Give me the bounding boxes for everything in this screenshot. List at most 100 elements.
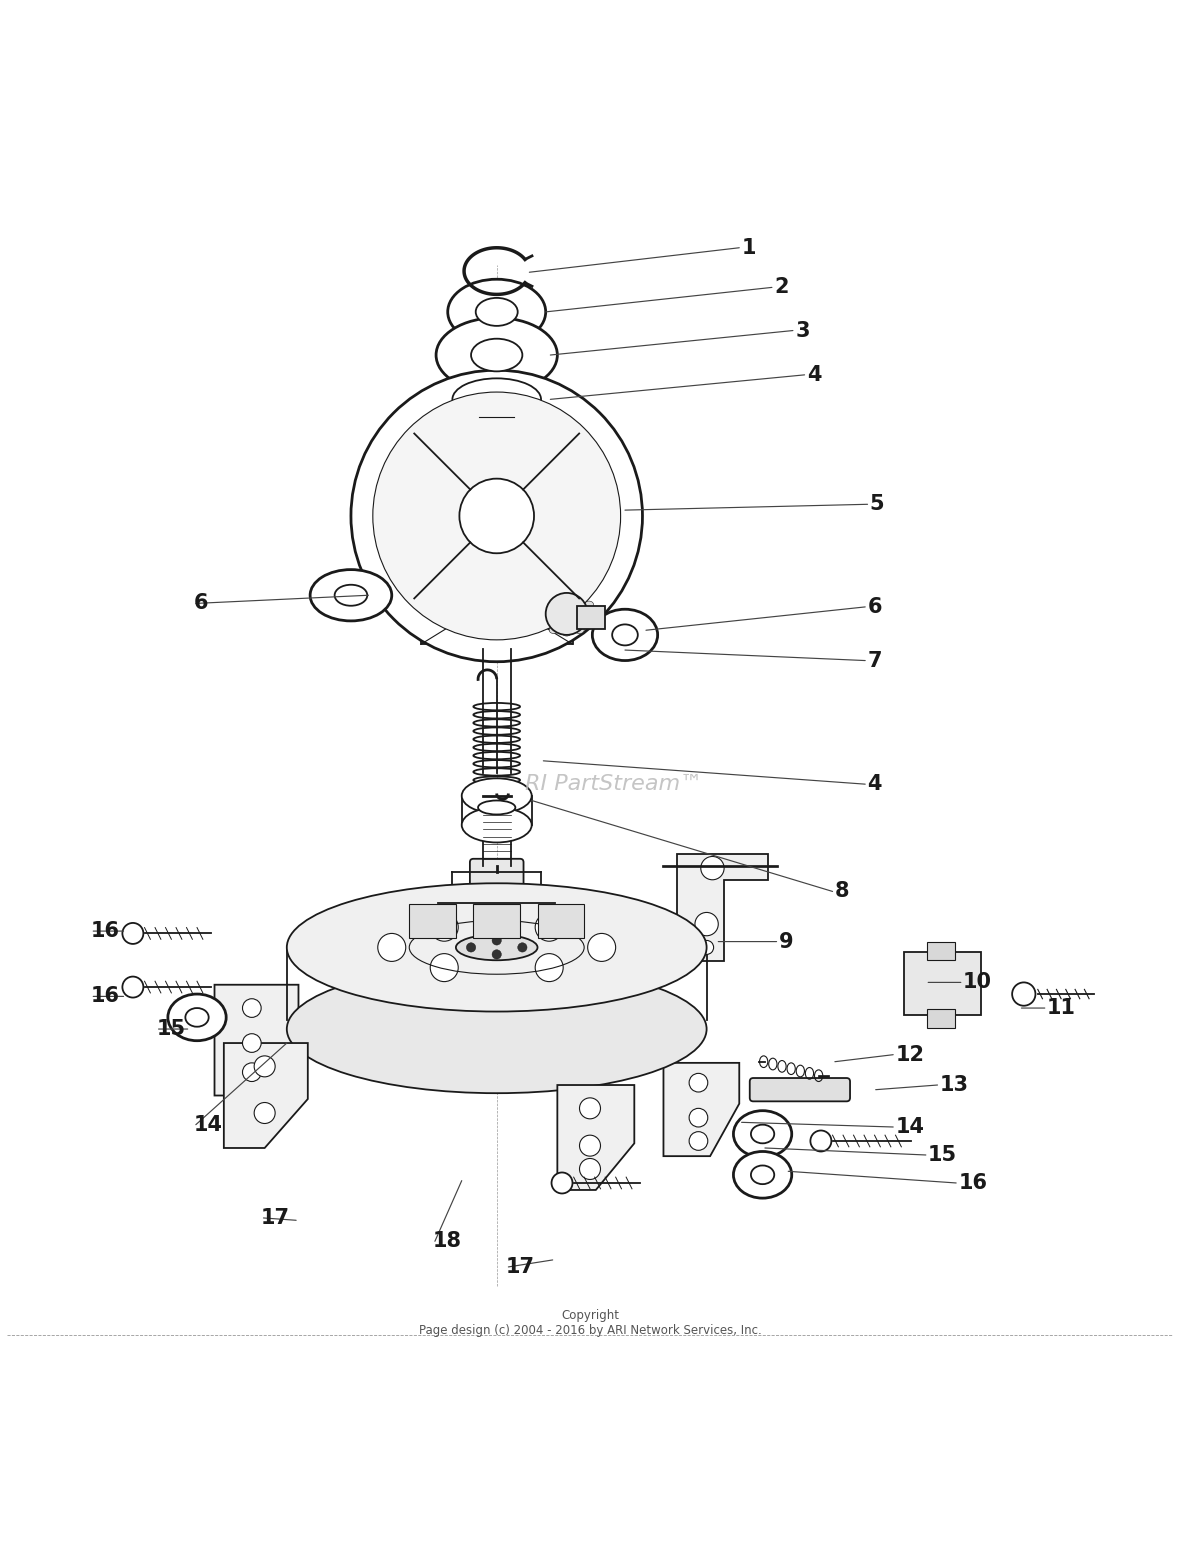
Ellipse shape bbox=[452, 414, 540, 456]
Ellipse shape bbox=[588, 610, 597, 618]
Ellipse shape bbox=[452, 379, 540, 420]
Ellipse shape bbox=[287, 966, 707, 1094]
Ellipse shape bbox=[335, 584, 367, 606]
Text: 14: 14 bbox=[194, 1114, 223, 1134]
FancyBboxPatch shape bbox=[409, 904, 455, 938]
Polygon shape bbox=[663, 1063, 739, 1156]
Circle shape bbox=[373, 392, 621, 640]
Ellipse shape bbox=[750, 1165, 774, 1183]
Text: 11: 11 bbox=[1047, 998, 1076, 1018]
Ellipse shape bbox=[584, 620, 594, 627]
Text: 14: 14 bbox=[896, 1117, 924, 1137]
Text: RI PartStream™: RI PartStream™ bbox=[525, 774, 702, 794]
Circle shape bbox=[579, 1136, 601, 1156]
Circle shape bbox=[700, 941, 714, 955]
Circle shape bbox=[466, 942, 476, 952]
Ellipse shape bbox=[734, 1111, 792, 1157]
Circle shape bbox=[689, 1108, 708, 1126]
Ellipse shape bbox=[478, 800, 516, 814]
Text: 17: 17 bbox=[261, 1208, 290, 1228]
FancyBboxPatch shape bbox=[577, 606, 605, 629]
Circle shape bbox=[689, 1131, 708, 1151]
Text: 7: 7 bbox=[867, 650, 881, 671]
Ellipse shape bbox=[575, 627, 584, 633]
Ellipse shape bbox=[612, 624, 638, 646]
Text: 6: 6 bbox=[194, 593, 208, 613]
Text: 15: 15 bbox=[929, 1145, 957, 1165]
Ellipse shape bbox=[471, 338, 523, 371]
Text: 17: 17 bbox=[506, 1258, 535, 1276]
Ellipse shape bbox=[549, 627, 558, 633]
Polygon shape bbox=[224, 1043, 308, 1148]
FancyBboxPatch shape bbox=[904, 952, 981, 1015]
Circle shape bbox=[536, 913, 563, 941]
Text: 10: 10 bbox=[963, 972, 992, 992]
FancyBboxPatch shape bbox=[421, 552, 572, 644]
Ellipse shape bbox=[549, 595, 558, 601]
Circle shape bbox=[431, 953, 458, 981]
Polygon shape bbox=[677, 854, 768, 961]
Circle shape bbox=[254, 1103, 275, 1123]
Circle shape bbox=[492, 936, 502, 946]
Ellipse shape bbox=[584, 601, 594, 609]
Text: 16: 16 bbox=[91, 986, 120, 1006]
FancyBboxPatch shape bbox=[538, 904, 584, 938]
Text: 16: 16 bbox=[91, 921, 120, 941]
Ellipse shape bbox=[461, 779, 532, 813]
FancyBboxPatch shape bbox=[470, 859, 524, 895]
Circle shape bbox=[536, 953, 563, 981]
Circle shape bbox=[492, 950, 502, 959]
Text: 6: 6 bbox=[867, 596, 881, 616]
Text: 1: 1 bbox=[741, 238, 756, 258]
Ellipse shape bbox=[750, 1125, 774, 1143]
Ellipse shape bbox=[168, 993, 227, 1041]
Ellipse shape bbox=[734, 1151, 792, 1197]
FancyBboxPatch shape bbox=[927, 941, 955, 961]
Text: 4: 4 bbox=[867, 774, 881, 794]
Circle shape bbox=[689, 1074, 708, 1092]
Ellipse shape bbox=[592, 609, 657, 661]
Ellipse shape bbox=[310, 570, 392, 621]
Text: 4: 4 bbox=[807, 365, 821, 385]
Ellipse shape bbox=[562, 629, 571, 637]
Circle shape bbox=[378, 933, 406, 961]
Circle shape bbox=[551, 1173, 572, 1193]
Ellipse shape bbox=[539, 620, 549, 627]
Text: 18: 18 bbox=[433, 1231, 461, 1251]
Ellipse shape bbox=[476, 298, 518, 326]
Text: 9: 9 bbox=[779, 932, 793, 952]
Circle shape bbox=[1012, 983, 1036, 1006]
Ellipse shape bbox=[447, 280, 545, 345]
Circle shape bbox=[811, 1131, 832, 1151]
Ellipse shape bbox=[455, 935, 538, 961]
Ellipse shape bbox=[437, 318, 557, 392]
Ellipse shape bbox=[287, 884, 707, 1012]
Circle shape bbox=[243, 998, 261, 1018]
Ellipse shape bbox=[537, 610, 545, 618]
Circle shape bbox=[701, 856, 725, 879]
Ellipse shape bbox=[575, 595, 584, 601]
FancyBboxPatch shape bbox=[927, 1009, 955, 1027]
Circle shape bbox=[579, 1159, 601, 1179]
Text: 3: 3 bbox=[795, 320, 809, 340]
Text: 16: 16 bbox=[958, 1173, 988, 1193]
Ellipse shape bbox=[562, 592, 571, 599]
Circle shape bbox=[431, 913, 458, 941]
Circle shape bbox=[459, 479, 535, 553]
Text: 13: 13 bbox=[939, 1075, 969, 1095]
Ellipse shape bbox=[461, 808, 532, 842]
Circle shape bbox=[254, 1055, 275, 1077]
Circle shape bbox=[243, 1063, 261, 1081]
FancyBboxPatch shape bbox=[749, 1078, 850, 1102]
Circle shape bbox=[518, 942, 527, 952]
Circle shape bbox=[695, 913, 719, 936]
Circle shape bbox=[579, 1098, 601, 1119]
Text: 5: 5 bbox=[870, 494, 885, 514]
Polygon shape bbox=[557, 1085, 635, 1190]
Circle shape bbox=[123, 976, 144, 998]
Ellipse shape bbox=[185, 1007, 209, 1027]
Text: 2: 2 bbox=[774, 278, 788, 297]
Text: 12: 12 bbox=[896, 1044, 924, 1065]
Circle shape bbox=[545, 593, 588, 635]
Ellipse shape bbox=[539, 601, 549, 609]
